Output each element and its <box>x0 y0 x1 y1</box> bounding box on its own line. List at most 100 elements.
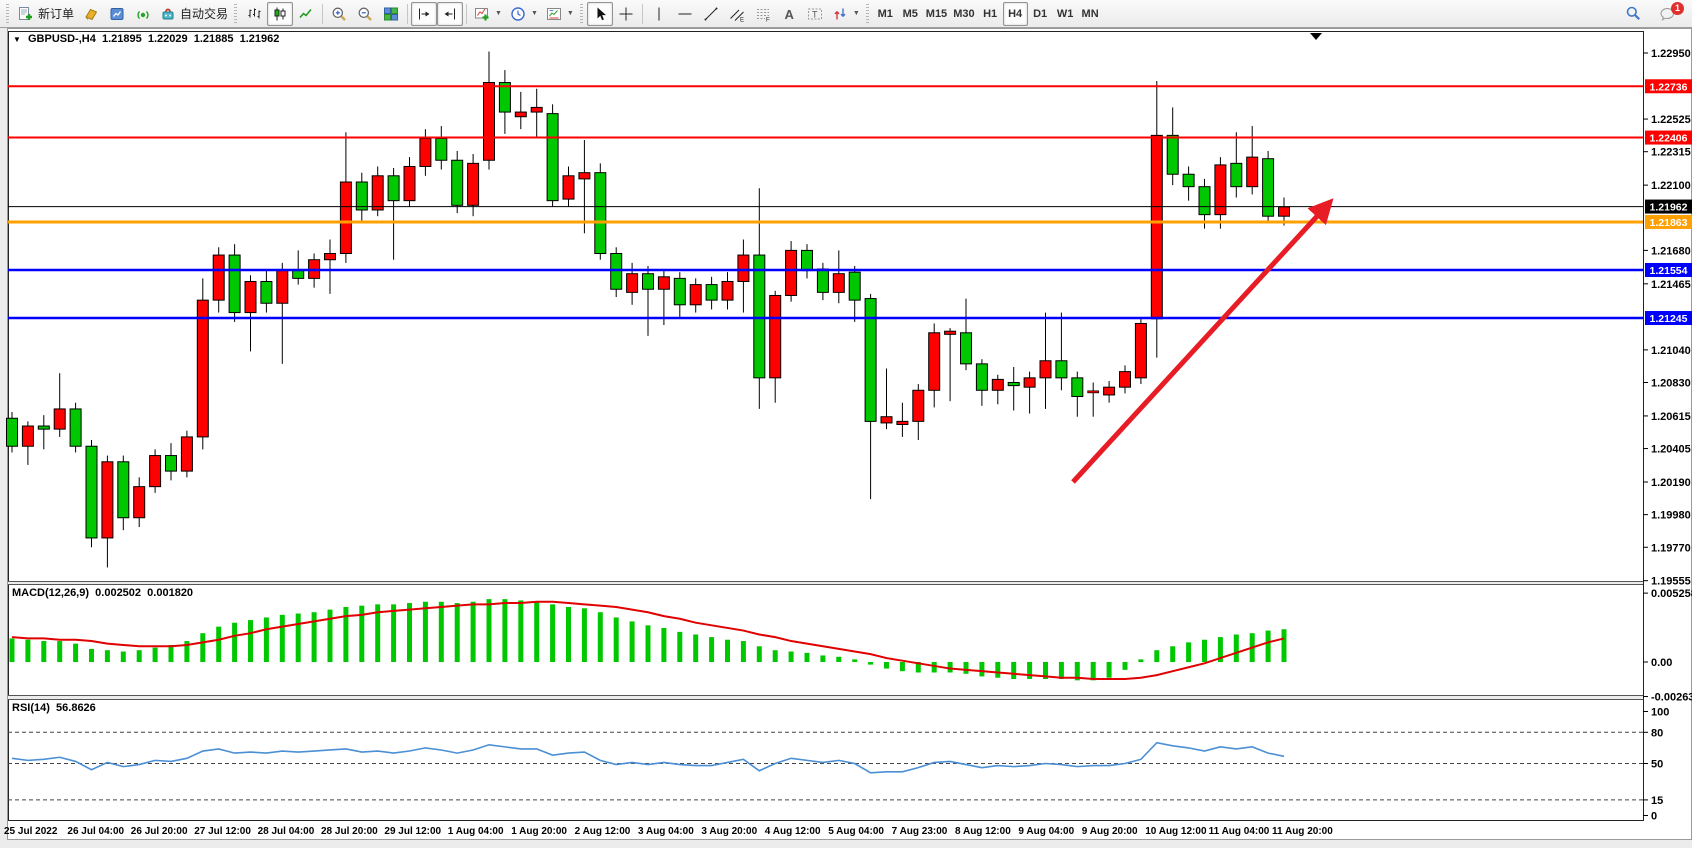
timeframe-m30-button[interactable]: M30 <box>950 2 977 26</box>
cursor-button[interactable] <box>586 1 613 26</box>
svg-text:1.21863: 1.21863 <box>1650 217 1688 229</box>
toolbar-grip[interactable] <box>579 3 583 24</box>
svg-text:5 Aug 04:00: 5 Aug 04:00 <box>828 826 884 837</box>
horizontal-line-icon <box>678 13 692 14</box>
arrows-icon <box>834 8 846 19</box>
chat-bubble-icon <box>1659 7 1674 21</box>
arrows-button[interactable]: ▼ <box>828 2 864 26</box>
toolbar-separator <box>641 3 643 24</box>
close-value: 1.21962 <box>239 33 280 45</box>
candlestick-chart-button[interactable] <box>267 1 294 26</box>
svg-text:29 Jul 12:00: 29 Jul 12:00 <box>384 826 441 837</box>
algo-trading-icon <box>162 8 174 19</box>
svg-text:1.22100: 1.22100 <box>1651 180 1691 192</box>
search-icon <box>1626 6 1640 20</box>
timeframe-m15-button[interactable]: M15 <box>923 2 950 26</box>
cursor-icon <box>597 7 606 20</box>
bar-chart-icon <box>248 8 261 18</box>
toolbar-separator <box>322 3 324 24</box>
notification-badge: 1 <box>1671 1 1684 15</box>
macd-indicator-label: MACD(12,26,9) 0.002502 0.001820 <box>12 587 193 599</box>
text-label-button[interactable]: T <box>802 2 828 26</box>
market-watch-icon <box>110 7 124 20</box>
metaeditor-button[interactable] <box>78 2 104 26</box>
chart-title: ▼ GBPUSD-,H4 1.21895 1.22029 1.21885 1.2… <box>13 33 279 45</box>
equidistant-channel-button[interactable]: E <box>724 2 750 26</box>
svg-text:4 Aug 12:00: 4 Aug 12:00 <box>765 826 821 837</box>
zoom-out-icon <box>358 7 372 21</box>
periods-button[interactable]: ▼ <box>506 2 542 26</box>
svg-text:1.21465: 1.21465 <box>1651 279 1691 291</box>
timeframe-m1-button[interactable]: M1 <box>873 2 898 26</box>
toolbar-grip[interactable] <box>6 3 9 24</box>
notifications-button[interactable]: 1 <box>1654 1 1684 26</box>
vertical-line-button[interactable] <box>646 2 672 26</box>
svg-text:1 Aug 04:00: 1 Aug 04:00 <box>448 826 504 837</box>
signals-icon <box>137 10 149 19</box>
zoom-in-button[interactable] <box>326 2 352 26</box>
indicators-icon <box>475 7 489 20</box>
timeframe-w1-button[interactable]: W1 <box>1053 2 1078 26</box>
timeframe-mn-button[interactable]: MN <box>1078 2 1103 26</box>
vertical-line-icon <box>658 7 660 20</box>
svg-text:1.21680: 1.21680 <box>1651 245 1691 257</box>
tile-windows-button[interactable] <box>378 2 404 26</box>
indicators-button[interactable]: ▼ <box>470 2 506 26</box>
timeframe-h4-button[interactable]: H4 <box>1002 1 1028 26</box>
toolbar-grip[interactable] <box>865 3 869 24</box>
svg-text:T: T <box>812 9 818 19</box>
horizontal-line-button[interactable] <box>672 2 698 26</box>
auto-scroll-icon <box>419 8 430 19</box>
svg-text:1.21040: 1.21040 <box>1651 345 1691 357</box>
symbol-timeframe-label: GBPUSD-,H4 <box>27 33 96 45</box>
toolbar-grip[interactable] <box>234 3 238 24</box>
svg-text:1.19555: 1.19555 <box>1651 576 1691 588</box>
signals-button[interactable] <box>130 2 156 26</box>
chart-shift-button[interactable] <box>437 1 464 26</box>
line-chart-button[interactable] <box>293 2 319 26</box>
market-watch-button[interactable] <box>104 2 130 26</box>
tile-windows-icon <box>384 7 399 20</box>
svg-text:-0.002636: -0.002636 <box>1651 692 1692 704</box>
macd-signal-value: 0.001820 <box>147 587 194 599</box>
rsi-indicator-label: RSI(14) 56.8626 <box>12 702 96 714</box>
svg-text:26 Jul 20:00: 26 Jul 20:00 <box>131 826 188 837</box>
algo-trading-button[interactable]: 自动交易 <box>156 2 232 26</box>
new-order-icon <box>19 6 32 20</box>
rsi-name: RSI(14) <box>12 702 50 714</box>
text-button[interactable]: A <box>776 2 802 26</box>
svg-text:80: 80 <box>1651 727 1663 739</box>
svg-text:1.22525: 1.22525 <box>1651 114 1691 126</box>
search-button[interactable] <box>1620 2 1646 26</box>
timeframe-d1-button[interactable]: D1 <box>1028 2 1053 26</box>
crosshair-button[interactable] <box>613 2 639 26</box>
zoom-out-button[interactable] <box>352 2 378 26</box>
svg-text:A: A <box>784 7 794 22</box>
chevron-down-icon: ▼ <box>852 10 860 17</box>
bar-chart-button[interactable] <box>241 2 267 26</box>
svg-text:15: 15 <box>1651 795 1663 807</box>
clock-icon <box>511 6 525 21</box>
svg-text:1.20190: 1.20190 <box>1651 477 1691 489</box>
svg-text:1.21962: 1.21962 <box>1650 202 1688 214</box>
macd-name: MACD(12,26,9) <box>12 587 90 599</box>
trendline-button[interactable] <box>698 2 724 26</box>
svg-text:1.20405: 1.20405 <box>1651 444 1691 456</box>
svg-text:100: 100 <box>1651 707 1669 719</box>
rsi-value: 56.8626 <box>56 702 96 714</box>
auto-scroll-button[interactable] <box>411 1 438 26</box>
svg-text:0.00: 0.00 <box>1651 657 1672 669</box>
svg-text:1.22736: 1.22736 <box>1650 81 1688 93</box>
templates-button[interactable]: ▼ <box>542 2 578 26</box>
svg-text:1.19980: 1.19980 <box>1651 510 1691 522</box>
new-order-button[interactable]: 新订单 <box>13 2 78 26</box>
toolbar-separator <box>466 3 468 24</box>
fibonacci-button[interactable]: F <box>750 2 776 26</box>
timeframe-m5-button[interactable]: M5 <box>898 2 923 26</box>
svg-text:50: 50 <box>1651 759 1663 771</box>
algo-trading-label: 自动交易 <box>180 7 229 21</box>
timeframe-h1-button[interactable]: H1 <box>978 2 1003 26</box>
text-icon: A <box>784 7 794 22</box>
svg-text:1.22406: 1.22406 <box>1650 133 1688 145</box>
